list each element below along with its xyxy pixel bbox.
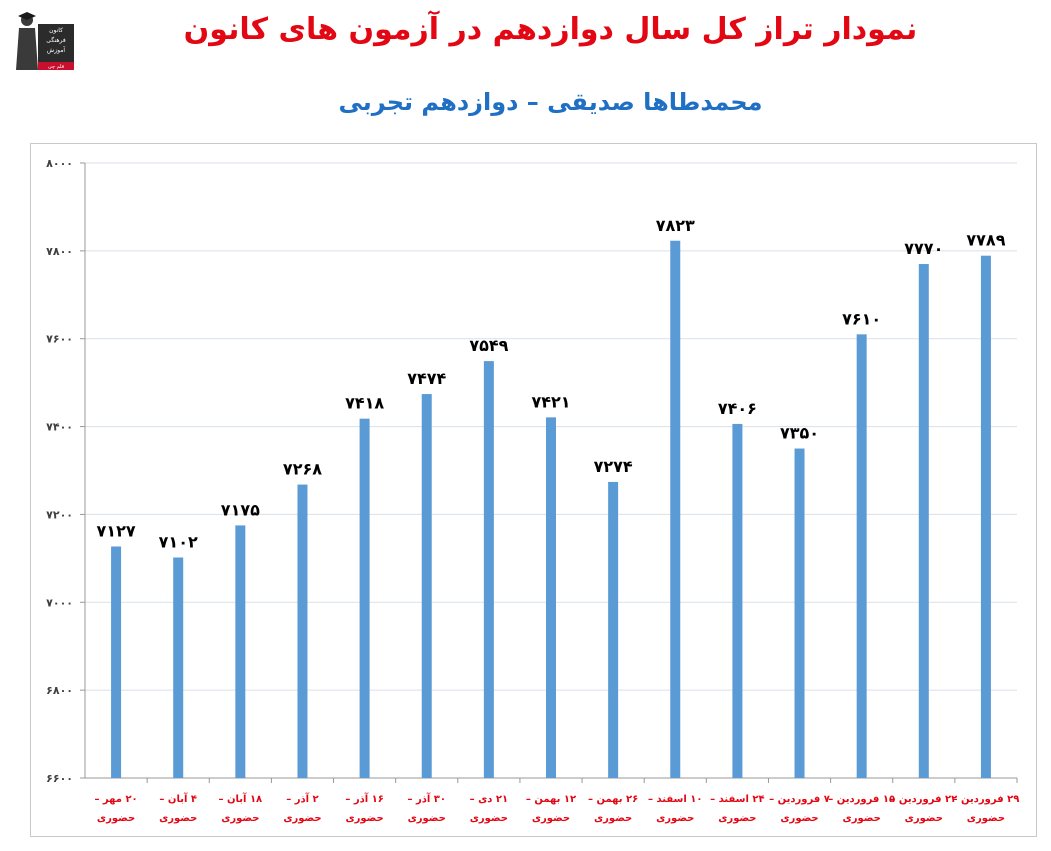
x-category-sublabel: حضوری [718,813,756,824]
x-category-sublabel: حضوری [656,813,694,824]
x-category-sublabel: حضوری [345,813,383,824]
data-label: ۷۳۵۰ [780,424,819,443]
data-label: ۷۲۶۸ [283,460,322,479]
x-category-sublabel: حضوری [594,813,632,824]
x-category-label: ۲۶ بهمن – [588,794,638,805]
logo-text-4: قلم چی [48,64,65,70]
x-category-label: ۱۸ آبان – [219,792,263,805]
bar [670,240,681,779]
x-category-label: ۲۱ دی – [470,794,508,805]
data-label: ۷۱۲۷ [97,521,136,540]
bar [732,423,743,778]
x-category-sublabel: حضوری [159,813,197,824]
data-label: ۷۴۷۴ [407,369,446,388]
x-category-label: ۴ آبان – [159,792,197,805]
data-label: ۷۶۱۰ [842,309,881,328]
y-tick-label: ۷۸۰۰ [46,245,73,258]
data-label: ۷۱۰۲ [159,532,198,551]
bar [918,264,929,778]
bar [856,334,867,778]
x-category-label: ۲ آذر – [286,792,318,805]
chart-frame [30,143,1037,837]
x-category-sublabel: حضوری [532,813,570,824]
y-tick-label: ۸۰۰۰ [46,157,73,170]
data-label: ۷۲۷۴ [594,457,633,476]
data-label: ۷۱۷۵ [221,500,260,519]
logo-text-3: آموزش [47,45,66,54]
x-category-label: ۷ فروردین – [769,794,830,805]
x-category-sublabel: حضوری [905,813,943,824]
bar [794,448,805,778]
bar [359,418,370,778]
data-label: ۷۴۰۶ [718,399,757,418]
x-category-sublabel: حضوری [221,813,259,824]
x-category-label: ۲۴ اسفند – [710,794,765,805]
y-tick-label: ۷۰۰۰ [46,596,73,609]
bar [235,525,246,778]
y-tick-label: ۷۴۰۰ [46,421,73,434]
x-category-label: ۱۰ اسفند – [648,794,703,805]
bar [297,484,308,778]
bar [980,255,991,779]
bar [483,361,494,778]
data-label: ۷۷۸۹ [966,231,1005,250]
kanoon-logo: کانون فرهنگی آموزش قلم چی [14,10,76,78]
x-category-sublabel: حضوری [470,813,508,824]
y-tick-label: ۷۲۰۰ [46,508,73,521]
logo-text-1: کانون [49,27,63,34]
x-category-sublabel: حضوری [97,813,135,824]
x-category-label: ۲۹ فروردین – [953,794,1020,805]
x-category-sublabel: حضوری [780,813,818,824]
y-tick-label: ۶۶۰۰ [46,772,73,785]
bar [608,481,619,778]
y-tick-label: ۶۸۰۰ [46,684,73,697]
data-label: ۷۷۷۰ [904,239,943,258]
x-category-sublabel: حضوری [408,813,446,824]
chart-title: نمودار تراز کل سال دوازدهم در آزمون های … [183,12,918,47]
data-label: ۷۴۲۱ [531,392,570,411]
x-category-label: ۱۶ آذر – [345,792,384,805]
bar [173,557,184,778]
x-category-label: ۳۰ آذر – [407,792,446,805]
x-category-sublabel: حضوری [967,813,1005,824]
x-category-sublabel: حضوری [843,813,881,824]
logo-text-2: فرهنگی [46,36,66,44]
x-category-label: ۲۰ مهر – [94,794,137,805]
bar [111,546,122,778]
data-label: ۷۴۱۸ [345,394,384,413]
x-category-sublabel: حضوری [283,813,321,824]
data-label: ۷۸۲۳ [656,216,695,235]
chart-subtitle: محمدطاها صدیقی – دوازدهم تجربی [338,88,763,116]
bar [546,417,556,778]
bar [421,394,432,778]
data-label: ۷۵۴۹ [469,336,508,355]
y-tick-label: ۷۶۰۰ [46,333,73,346]
x-category-label: ۲۲ فروردین – [890,794,957,805]
x-category-label: ۱۵ فروردین – [828,794,895,805]
x-category-label: ۱۲ بهمن – [526,794,576,805]
